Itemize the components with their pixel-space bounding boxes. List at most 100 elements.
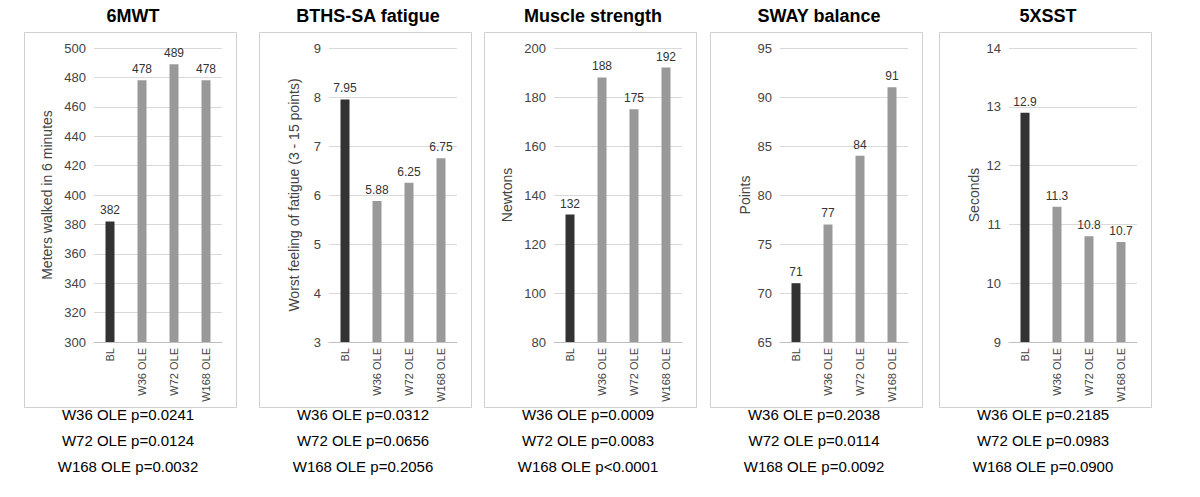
svg-text:W168 OLE p<0.0001: W168 OLE p<0.0001 <box>518 458 659 475</box>
svg-text:14: 14 <box>987 41 1001 56</box>
svg-text:90: 90 <box>758 90 772 105</box>
svg-text:175: 175 <box>624 91 644 105</box>
svg-text:W36 OLE: W36 OLE <box>1051 348 1063 396</box>
svg-text:380: 380 <box>64 217 86 232</box>
svg-text:91: 91 <box>885 69 899 83</box>
svg-text:W72 OLE p=0.0083: W72 OLE p=0.0083 <box>522 432 654 449</box>
svg-text:70: 70 <box>758 286 772 301</box>
svg-text:480: 480 <box>64 70 86 85</box>
svg-text:W72 OLE: W72 OLE <box>403 348 415 396</box>
svg-text:6MWT: 6MWT <box>107 6 160 26</box>
svg-text:500: 500 <box>64 41 86 56</box>
svg-text:65: 65 <box>758 335 772 350</box>
svg-text:11: 11 <box>988 217 1002 232</box>
svg-text:W72 OLE p=0.0124: W72 OLE p=0.0124 <box>62 432 194 449</box>
svg-text:BL: BL <box>104 348 116 361</box>
svg-text:120: 120 <box>524 237 546 252</box>
svg-text:SWAY balance: SWAY balance <box>757 6 880 26</box>
svg-text:7.95: 7.95 <box>333 81 357 95</box>
svg-text:BL: BL <box>339 348 351 361</box>
svg-text:W36 OLE: W36 OLE <box>822 348 834 396</box>
svg-text:75: 75 <box>758 237 772 252</box>
svg-text:5: 5 <box>314 237 321 252</box>
svg-text:Seconds: Seconds <box>966 168 982 222</box>
svg-text:489: 489 <box>164 46 184 60</box>
svg-text:W36 OLE p=0.0312: W36 OLE p=0.0312 <box>297 406 429 423</box>
svg-text:478: 478 <box>196 62 216 76</box>
svg-text:BL: BL <box>564 348 576 361</box>
svg-text:W36 OLE p=0.0241: W36 OLE p=0.0241 <box>62 406 194 423</box>
svg-text:80: 80 <box>758 188 772 203</box>
svg-text:Newtons: Newtons <box>499 168 515 222</box>
svg-text:W168 OLE: W168 OLE <box>886 348 898 402</box>
svg-text:132: 132 <box>560 197 580 211</box>
svg-text:300: 300 <box>64 335 86 350</box>
svg-text:W72 OLE: W72 OLE <box>1083 348 1095 396</box>
svg-text:160: 160 <box>524 139 546 154</box>
svg-text:BL: BL <box>1019 348 1031 361</box>
svg-text:W168 OLE: W168 OLE <box>660 348 672 402</box>
svg-text:W168 OLE p=0.0032: W168 OLE p=0.0032 <box>58 458 199 475</box>
svg-text:4: 4 <box>314 286 321 301</box>
svg-text:Points: Points <box>737 176 753 215</box>
svg-text:85: 85 <box>758 139 772 154</box>
svg-text:100: 100 <box>524 286 546 301</box>
svg-text:W168 OLE: W168 OLE <box>1115 348 1127 402</box>
svg-text:BTHS-SA fatigue: BTHS-SA fatigue <box>296 6 439 26</box>
svg-text:7: 7 <box>314 139 321 154</box>
svg-text:460: 460 <box>64 99 86 114</box>
svg-text:W36 OLE p=0.2038: W36 OLE p=0.2038 <box>748 406 880 423</box>
svg-text:BL: BL <box>790 348 802 361</box>
svg-text:13: 13 <box>987 99 1001 114</box>
svg-text:400: 400 <box>64 188 86 203</box>
svg-text:9: 9 <box>314 41 321 56</box>
svg-text:W72 OLE: W72 OLE <box>854 348 866 396</box>
svg-text:71: 71 <box>789 265 803 279</box>
svg-text:W72 OLE p=0.0983: W72 OLE p=0.0983 <box>977 432 1109 449</box>
svg-text:Muscle strength: Muscle strength <box>524 6 662 26</box>
svg-text:Meters walked in 6 minutes: Meters walked in 6 minutes <box>39 110 55 280</box>
svg-text:84: 84 <box>853 138 867 152</box>
svg-text:W72 OLE: W72 OLE <box>168 348 180 396</box>
svg-text:W72 OLE p=0.0114: W72 OLE p=0.0114 <box>748 432 879 449</box>
svg-text:10: 10 <box>987 276 1001 291</box>
svg-text:W36 OLE p=0.0009: W36 OLE p=0.0009 <box>522 406 654 423</box>
svg-text:W168 OLE p=0.2056: W168 OLE p=0.2056 <box>293 458 434 475</box>
svg-text:320: 320 <box>64 305 86 320</box>
svg-text:95: 95 <box>758 41 772 56</box>
svg-text:W168 OLE: W168 OLE <box>435 348 447 402</box>
svg-text:440: 440 <box>64 129 86 144</box>
svg-text:192: 192 <box>656 50 676 64</box>
svg-text:12: 12 <box>987 158 1001 173</box>
svg-text:W168 OLE: W168 OLE <box>200 348 212 402</box>
svg-text:3: 3 <box>314 335 321 350</box>
svg-text:180: 180 <box>524 90 546 105</box>
svg-text:420: 420 <box>64 158 86 173</box>
svg-text:W168 OLE p=0.0900: W168 OLE p=0.0900 <box>973 458 1114 475</box>
svg-text:Worst feeling of fatigue (3 -: Worst feeling of fatigue (3 - 15 points) <box>286 78 302 311</box>
svg-text:12.9: 12.9 <box>1013 95 1037 109</box>
svg-text:5XSST: 5XSST <box>1019 6 1076 26</box>
svg-text:W168 OLE p=0.0092: W168 OLE p=0.0092 <box>744 458 885 475</box>
svg-text:6: 6 <box>314 188 321 203</box>
svg-text:5.88: 5.88 <box>365 183 389 197</box>
svg-text:188: 188 <box>592 59 612 73</box>
svg-text:W36 OLE p=0.2185: W36 OLE p=0.2185 <box>977 406 1109 423</box>
svg-text:11.3: 11.3 <box>1046 189 1069 203</box>
svg-text:10.7: 10.7 <box>1109 224 1133 238</box>
svg-text:382: 382 <box>100 203 120 217</box>
svg-text:9: 9 <box>994 335 1001 350</box>
svg-text:77: 77 <box>821 206 835 220</box>
svg-text:6.25: 6.25 <box>397 165 421 179</box>
svg-text:W36 OLE: W36 OLE <box>596 348 608 396</box>
svg-text:W36 OLE: W36 OLE <box>371 348 383 396</box>
svg-text:10.8: 10.8 <box>1077 218 1101 232</box>
svg-text:80: 80 <box>532 335 546 350</box>
svg-text:8: 8 <box>314 90 321 105</box>
svg-text:W72 OLE: W72 OLE <box>628 348 640 396</box>
svg-text:200: 200 <box>524 41 546 56</box>
svg-text:W36 OLE: W36 OLE <box>136 348 148 396</box>
svg-text:340: 340 <box>64 276 86 291</box>
svg-text:360: 360 <box>64 246 86 261</box>
svg-text:140: 140 <box>524 188 546 203</box>
